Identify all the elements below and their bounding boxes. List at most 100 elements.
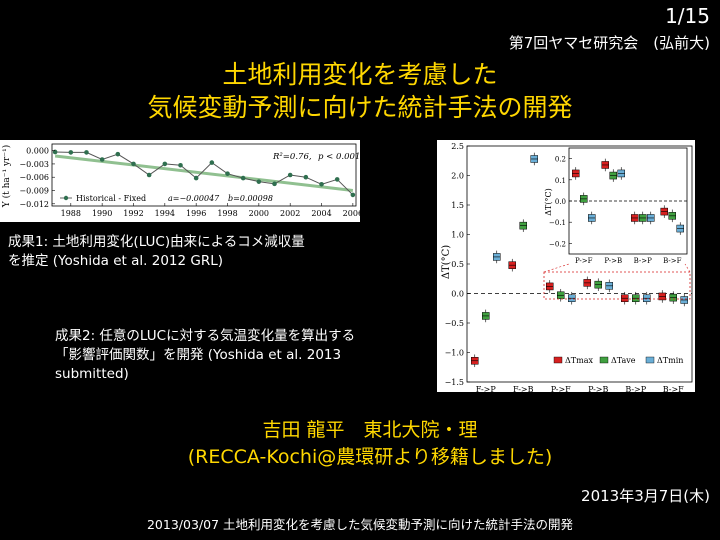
yield-x-tick-label: 1996 — [186, 209, 206, 218]
inset-y-tick-label: 0.0 — [555, 198, 566, 206]
legend-ave-label: ΔTave — [611, 356, 636, 365]
delta-t-chart-svg: 2.5 2.0 1.5 1.0 0.5 0.0 −0.5 −1.0 −1.5 F->P F->B P… — [441, 142, 693, 394]
delta-t-chart: 2.5 2.0 1.5 1.0 0.5 0.0 −0.5 −1.0 −1.5 F->P F->B P… — [437, 140, 695, 394]
slide-title: 土地利用変化を考慮した 気候変動予測に向けた統計手法の開発 — [0, 58, 720, 124]
legend-max-label: ΔTmax — [565, 356, 593, 365]
inset-frame — [568, 147, 688, 255]
author-block: 吉田 龍平 東北大院・理 (RECCA-Kochi@農環研より移籍しました) — [160, 417, 580, 471]
legend-label: Historical - Fixed — [76, 194, 146, 203]
yield-chart: 0.000 −0.003 −0.006 −0.009 −0.012 1988 1990 19… — [0, 140, 363, 222]
legend-marker — [63, 195, 69, 201]
yield-plot-frame — [51, 143, 357, 207]
presentation-date: 2013年3月7日(木) — [581, 487, 710, 505]
yield-point — [334, 177, 340, 182]
yield-x-tick-label: 1998 — [217, 209, 237, 218]
result-1-caption: 成果1: 土地利用変化(LUC)由来によるコメ減収量 を推定 (Yoshida … — [8, 233, 408, 271]
inset-y-tick-label: 0.1 — [555, 177, 566, 185]
yield-y-tick-label: −0.012 — [19, 200, 49, 209]
trend-line — [54, 154, 354, 192]
yield-point — [193, 175, 199, 181]
yield-point — [350, 192, 356, 198]
yield-point — [84, 150, 89, 155]
yield-x-tick-label: 1994 — [155, 209, 175, 218]
main-category-label: F->P — [476, 385, 497, 392]
title-line-2: 気候変動予測に向けた統計手法の開発 — [147, 93, 573, 122]
yield-point — [319, 182, 324, 187]
zoom-region — [543, 271, 691, 300]
yield-point — [131, 161, 136, 167]
inset-y-tick-label: 0.2 — [555, 156, 566, 164]
legend-ave-swatch — [599, 356, 609, 364]
result-2-line-1: 成果2: 任意のLUCに対する気温変化量を算出する — [55, 328, 356, 344]
author-name: 吉田 龍平 東北大院・理 — [262, 419, 478, 441]
inset-y-label: ΔT(°C) — [544, 188, 553, 215]
yield-point — [115, 151, 121, 157]
main-y-tick-label: −1.0 — [445, 349, 464, 358]
author-affiliation-note: (RECCA-Kochi@農環研より移籍しました) — [187, 446, 553, 468]
legend-min-label: ΔTmin — [657, 356, 683, 365]
main-category-label: P->B — [588, 385, 608, 392]
slide-number: 1/15 — [665, 4, 710, 28]
yield-point — [225, 171, 230, 176]
yield-point — [272, 181, 277, 187]
r2-annotation: R²=0.76, — [272, 152, 312, 162]
inset-y-tick-label: −0.1 — [549, 219, 566, 227]
inset-y-tick-label: −0.2 — [549, 240, 566, 248]
result-2-line-3: submitted) — [55, 366, 129, 382]
result-1-line-1: 成果1: 土地利用変化(LUC)由来によるコメ減収量 — [8, 234, 305, 250]
inset-category-label: P->B — [604, 257, 622, 265]
yield-point — [162, 161, 168, 167]
main-category-label: B->F — [663, 385, 684, 392]
main-y-tick-label: 1.0 — [451, 231, 464, 240]
yield-point — [256, 179, 262, 184]
main-y-tick-label: −0.5 — [445, 319, 464, 328]
inset-category-label: B->F — [663, 257, 682, 265]
main-y-tick-label: 0.5 — [451, 260, 464, 269]
yield-point — [240, 175, 246, 181]
yield-x-tick-label: 2002 — [280, 209, 300, 218]
main-category-label: P->F — [551, 385, 571, 392]
yield-x-tick-label: 1992 — [123, 209, 143, 218]
yield-y-tick-label: 0.000 — [26, 147, 49, 156]
yield-x-tick-label: 2006 — [343, 209, 360, 218]
main-y-tick-label: 1.5 — [451, 201, 464, 210]
a-annotation: a=−0.00047 — [168, 194, 220, 203]
yield-y-tick-label: −0.003 — [19, 160, 49, 169]
inset-category-label: P->F — [575, 257, 593, 265]
zoom-link-left — [543, 263, 570, 273]
main-y-tick-label: 2.5 — [451, 142, 464, 151]
main-y-tick-label: 2.0 — [451, 172, 464, 181]
inset-category-label: B->P — [634, 257, 653, 265]
main-y-tick-label: −1.5 — [445, 378, 464, 387]
main-y-label: ΔT(°C) — [441, 245, 452, 279]
yield-x-tick-label: 2004 — [311, 209, 331, 218]
yield-y-label: Y (t ha⁻¹ yr⁻¹) — [1, 145, 12, 208]
result-2-line-2: 「影響評価関数」を開発 (Yoshida et al. 2013 — [55, 347, 342, 363]
p-annotation: p < 0.001 — [318, 152, 360, 162]
zoom-link-right — [684, 263, 691, 273]
main-y-tick-label: 0.0 — [451, 290, 464, 299]
yield-point — [287, 172, 293, 178]
yield-point — [68, 150, 74, 155]
main-category-label: B->P — [625, 385, 646, 392]
yield-x-tick-label: 1988 — [61, 209, 81, 218]
yield-x-tick-label: 1990 — [92, 209, 112, 218]
result-1-line-2: を推定 (Yoshida et al. 2012 GRL) — [8, 253, 224, 269]
conference-label: 第7回ヤマセ研究会 (弘前大) — [508, 34, 710, 52]
yield-y-tick-label: −0.009 — [19, 187, 49, 196]
yield-point — [99, 157, 105, 162]
yield-chart-svg: 0.000 −0.003 −0.006 −0.009 −0.012 1988 1990 19… — [1, 143, 363, 218]
legend-min-swatch — [645, 356, 655, 364]
yield-point — [146, 172, 152, 178]
yield-point — [303, 174, 309, 180]
result-2-caption: 成果2: 任意のLUCに対する気温変化量を算出する 「影響評価関数」を開発 (Y… — [55, 327, 445, 384]
main-category-label: F->B — [513, 385, 534, 392]
yield-x-tick-label: 2000 — [249, 209, 269, 218]
yield-point — [209, 160, 215, 165]
b-annotation: b=0.00098 — [228, 194, 273, 203]
footer-text: 2013/03/07 土地利用変化を考慮した気候変動予測に向けた統計手法の開発 — [146, 517, 574, 532]
title-line-1: 土地利用変化を考慮した — [222, 60, 498, 89]
yield-point — [178, 162, 183, 168]
legend-max-swatch — [553, 356, 563, 364]
yield-y-tick-label: −0.006 — [19, 173, 49, 182]
